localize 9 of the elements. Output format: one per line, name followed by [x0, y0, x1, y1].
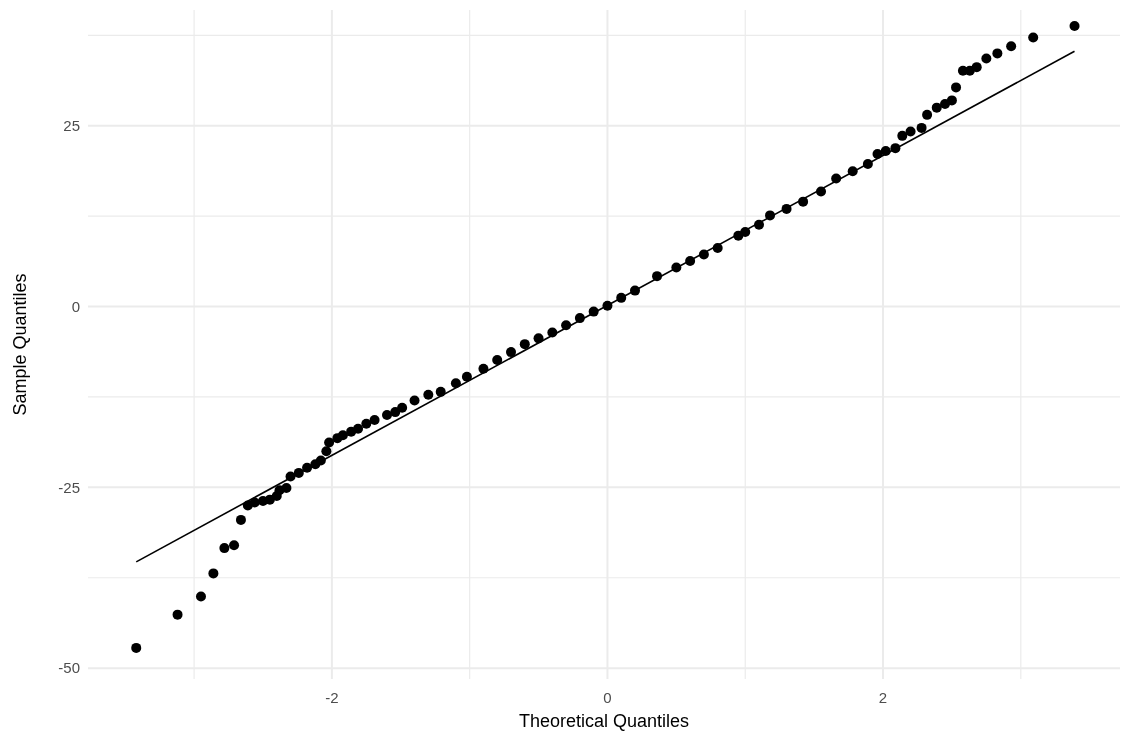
x-tick-label: 2	[878, 689, 888, 706]
x-tick-label: 0	[603, 689, 612, 706]
y-axis-title: Sample Quantiles	[10, 273, 30, 416]
y-tick-label: -25	[58, 478, 80, 496]
y-tick-label: -50	[58, 659, 80, 677]
x-axis-title: Theoretical Quantiles	[518, 711, 690, 731]
x-tick-label: -2	[325, 689, 339, 706]
y-tick-label: 0	[71, 297, 80, 315]
y-tick-label: 25	[63, 116, 80, 134]
